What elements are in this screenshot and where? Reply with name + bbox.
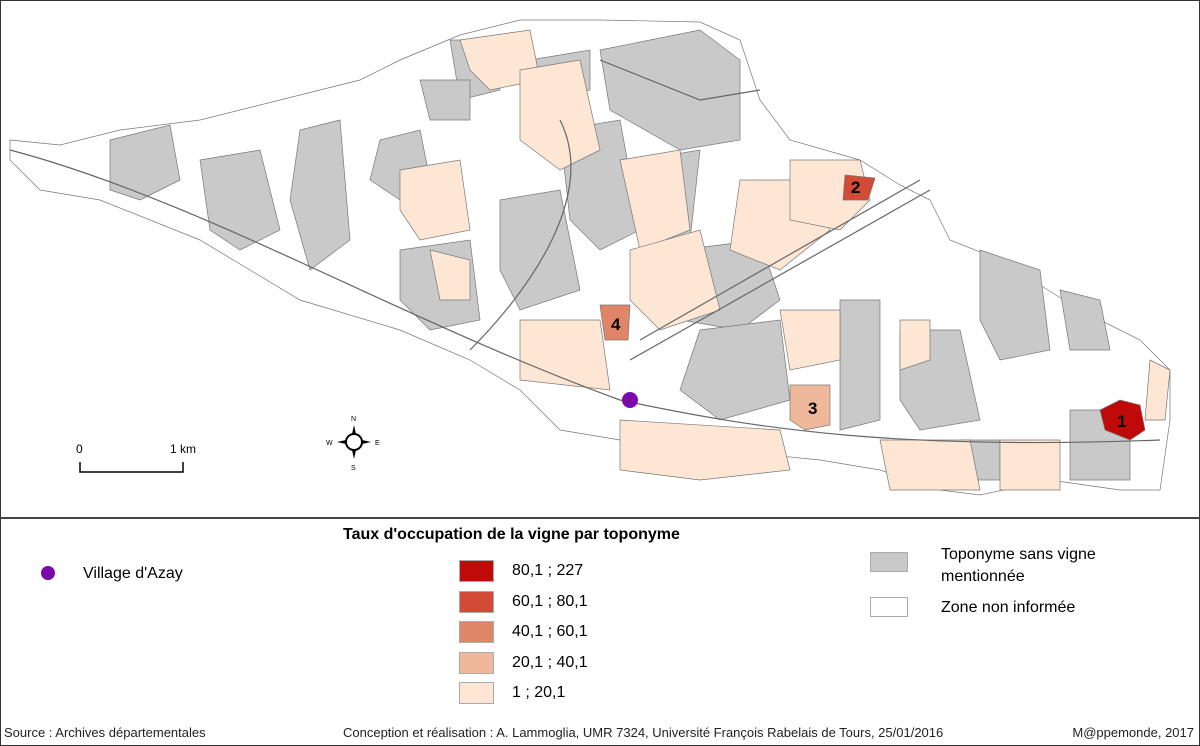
- roads-layer: [9, 59, 1161, 444]
- svg-text:E: E: [375, 440, 380, 447]
- legend-swatch-uninformed: [870, 597, 908, 617]
- legend-uninformed: Zone non informée: [941, 599, 1076, 616]
- map-canvas: 1 2 3 4 0 1 km N S W E: [9, 19, 1171, 496]
- footer-credit: Conception et réalisation : A. Lammoglia…: [343, 725, 944, 740]
- vine-parcel-1-20: [629, 229, 721, 331]
- compass-icon: N S W E: [326, 416, 380, 472]
- vine-parcel-1-20: [879, 439, 981, 491]
- footer-source: Source : Archives départementales: [4, 725, 206, 740]
- legend-class-5: 1 ; 20,1: [512, 684, 566, 701]
- scale-bar: 0 1 km: [76, 442, 196, 473]
- vine-parcel-1-20: [999, 439, 1061, 491]
- no-vine-parcel: [1059, 289, 1111, 351]
- vine-parcel-1-20: [519, 319, 611, 391]
- vine-parcel-1-20: [1144, 359, 1171, 421]
- footer-publisher: M@ppemonde, 2017: [1072, 725, 1194, 740]
- vine-parcel-1-20: [619, 419, 791, 481]
- road: [639, 179, 921, 341]
- legend-class-4: 20,1 ; 40,1: [512, 654, 588, 671]
- parcels-layer: [9, 19, 1171, 496]
- vine-parcel-1-20: [779, 309, 841, 371]
- legend-swatch-class-3: [459, 621, 494, 643]
- legend-swatch-class-5: [459, 682, 494, 704]
- road: [599, 59, 761, 101]
- vine-parcel-1-20: [519, 59, 601, 171]
- legend-swatch-class-2: [459, 591, 494, 613]
- site-label-1: 1: [1117, 412, 1126, 431]
- road: [629, 189, 931, 361]
- legend-class-3: 40,1 ; 60,1: [512, 623, 588, 640]
- site-label-2: 2: [851, 178, 860, 197]
- vine-parcel-1-20: [429, 249, 471, 301]
- vine-parcel-60-80: [842, 174, 876, 201]
- road: [469, 119, 572, 351]
- site-label-3: 3: [808, 399, 817, 418]
- vine-parcel-1-20: [399, 159, 471, 241]
- svg-text:N: N: [351, 416, 356, 423]
- road: [9, 149, 1161, 444]
- site-label-4: 4: [611, 315, 621, 334]
- no-vine-parcel: [199, 149, 281, 251]
- scale-end: 1 km: [170, 442, 196, 456]
- no-vine-parcel: [839, 299, 881, 431]
- legend-class-2: 60,1 ; 80,1: [512, 593, 588, 610]
- legend-swatch-class-1: [459, 560, 494, 582]
- no-vine-parcel: [419, 79, 471, 121]
- no-vine-parcel: [979, 249, 1051, 361]
- vine-parcel-20-40: [789, 384, 831, 431]
- legend-swatch-class-4: [459, 652, 494, 674]
- village-marker: [622, 392, 638, 408]
- legend-class-1: 80,1 ; 227: [512, 562, 584, 579]
- no-vine-parcel: [679, 319, 791, 421]
- vine-parcel-1-20: [619, 149, 691, 251]
- legend-title: Taux d'occupation de la vigne par topony…: [343, 526, 680, 543]
- village-legend-icon: [41, 566, 55, 580]
- svg-text:W: W: [326, 440, 333, 447]
- no-vine-parcel: [289, 119, 351, 271]
- no-vine-parcel: [599, 29, 741, 151]
- vine-parcel-1-20: [899, 319, 931, 371]
- scale-start: 0: [76, 442, 83, 456]
- vine-parcel-80-227: [1099, 399, 1146, 441]
- svg-text:S: S: [351, 465, 356, 472]
- legend-swatch-no-vine: [870, 552, 908, 572]
- map-panel: 1 2 3 4 0 1 km N S W E: [0, 19, 1200, 519]
- legend-village: Village d'Azay: [83, 565, 183, 582]
- legend-no-vine: Toponyme sans vigne mentionnée: [941, 546, 1096, 585]
- vine-parcel-40-60: [599, 304, 631, 341]
